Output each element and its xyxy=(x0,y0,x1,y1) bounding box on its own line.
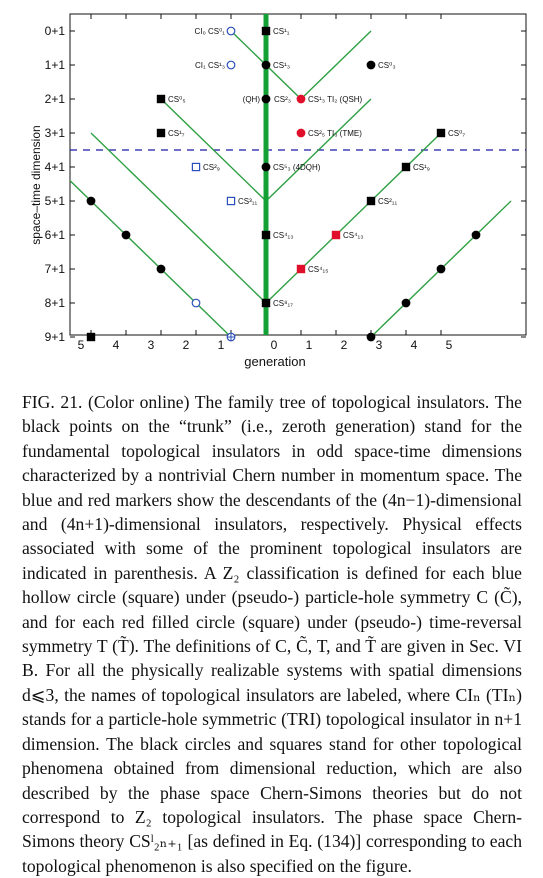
y-tick-label: 3+1 xyxy=(45,126,66,140)
x-tick-label: 3 xyxy=(376,338,383,352)
figure-caption: FIG. 21. (Color online) The family tree … xyxy=(22,390,522,878)
y-tick-label: 7+1 xyxy=(45,262,66,276)
tree-branch xyxy=(265,132,442,304)
point-label: CS¹₃ xyxy=(273,61,290,70)
point-label: CS¹₁ xyxy=(273,27,290,36)
data-points xyxy=(86,26,481,342)
x-tick-label: 3 xyxy=(148,338,155,352)
x-tick-label: 0 xyxy=(271,338,278,352)
y-axis-label: space–time dimension xyxy=(29,125,43,244)
point-label: CS⁸₁₇ xyxy=(273,299,293,308)
data-point-circle xyxy=(121,230,131,240)
x-tick-label: 2 xyxy=(183,338,190,352)
x-tick-label: 1 xyxy=(218,338,225,352)
tree-branch xyxy=(70,179,230,335)
point-label: CI₀ CS⁰₁ xyxy=(194,27,225,36)
x-tick-label: 4 xyxy=(411,338,418,352)
data-point-square xyxy=(86,332,96,342)
point-label: CS⁰₅ xyxy=(168,95,186,104)
point-label: CS¹₉ xyxy=(413,163,430,172)
point-label: CS²₅ TI₃ (TME) xyxy=(308,129,362,138)
x-tick-label: 2 xyxy=(341,338,348,352)
data-point-circle xyxy=(261,60,271,70)
data-point-circle xyxy=(366,60,376,70)
data-point-square xyxy=(296,264,306,274)
data-point-circle xyxy=(191,298,201,308)
tree-branch xyxy=(90,132,267,304)
point-label: CS²₉ xyxy=(203,163,220,172)
data-point-circle xyxy=(261,94,271,104)
caption-text: FIG. 21. (Color online) The family tree … xyxy=(22,392,522,876)
y-tick-label: 4+1 xyxy=(45,160,66,174)
y-tick-label: 8+1 xyxy=(45,296,66,310)
y-tick-label: 9+1 xyxy=(45,330,66,344)
y-tick-label: 1+1 xyxy=(45,58,66,72)
data-point-circle xyxy=(401,298,411,308)
family-tree-figure: 0+1 1+1 2+1 3+1 4+1 5+1 6+1 7+1 8+1 9+1 5 4 3 2 1 0 1 2 3 4… xyxy=(29,13,527,369)
data-point-square xyxy=(331,230,341,240)
x-tick-label: 4 xyxy=(113,338,120,352)
tree-branch xyxy=(230,30,372,100)
data-point-circle xyxy=(261,162,271,172)
point-label: CS⁴₁₅ xyxy=(308,265,328,274)
x-axis-label: generation xyxy=(244,354,305,369)
data-point-square xyxy=(226,196,236,206)
data-point-circle xyxy=(296,128,306,138)
y-tick-label: 2+1 xyxy=(45,92,66,106)
data-point-circle xyxy=(156,264,166,274)
point-label: CS¹₇ xyxy=(168,129,185,138)
qh-label: (QH) xyxy=(243,95,261,104)
point-label: CS²₃ xyxy=(274,95,291,104)
point-label: CS²₁₁ xyxy=(378,197,397,206)
point-label: CS⁰₇ xyxy=(448,129,465,138)
point-label: CS⁵₃ (4DQH) xyxy=(273,163,321,172)
axes: 0+1 1+1 2+1 3+1 4+1 5+1 6+1 7+1 8+1 9+1 5 4 3 2 1 0 1 2 3 4… xyxy=(45,13,527,352)
point-label: CS⁴₁₃ xyxy=(343,231,364,240)
data-point-square xyxy=(366,196,376,206)
point-label: CS⁴₁₃ xyxy=(273,231,294,240)
data-point-square xyxy=(156,94,166,104)
y-tick-label: 5+1 xyxy=(45,194,66,208)
data-point-square xyxy=(191,162,201,172)
data-point-square xyxy=(261,26,271,36)
data-point-square xyxy=(156,128,166,138)
data-point-square xyxy=(261,230,271,240)
data-point-square xyxy=(401,162,411,172)
data-point-circle xyxy=(471,230,481,240)
data-point-circle xyxy=(366,332,376,342)
point-label: CI₁ CS¹₃ xyxy=(195,61,225,70)
point-labels: CS¹₁ CS¹₃ CS²₃ CS⁵₃ (4DQH) CS⁴₁₃ CS⁸₁₇ CS¹₃ TI… xyxy=(168,27,465,308)
x-tick-label: 5 xyxy=(446,338,453,352)
x-tick-label: 1 xyxy=(306,338,313,352)
x-tick-label: 5 xyxy=(78,338,85,352)
point-label: CS³₁₁ xyxy=(238,197,257,206)
plot-frame xyxy=(69,13,527,336)
data-point-square xyxy=(261,298,271,308)
point-label: CS¹₃ TI₂ (QSH) xyxy=(308,95,363,104)
data-point-circle xyxy=(296,94,306,104)
point-label: CS⁰₃ xyxy=(378,61,396,70)
y-tick-label: 0+1 xyxy=(45,24,66,38)
data-point-circle xyxy=(226,26,236,36)
y-tick-label: 6+1 xyxy=(45,228,66,242)
data-point-circle xyxy=(86,196,96,206)
data-point-circle xyxy=(226,60,236,70)
data-point-circle xyxy=(436,264,446,274)
data-point-square xyxy=(436,128,446,138)
